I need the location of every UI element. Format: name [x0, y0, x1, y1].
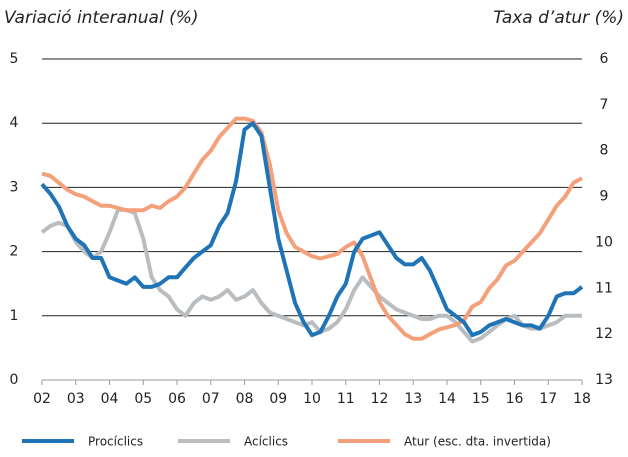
- x-tick-label: 03: [67, 391, 85, 407]
- x-tick-label: 04: [101, 391, 119, 407]
- y-tick-label: 4: [10, 115, 19, 131]
- y2-tick-label: 6: [600, 51, 609, 67]
- y2-tick-label: 12: [595, 326, 613, 342]
- x-tick-label: 10: [303, 391, 321, 407]
- legend-label: Procíclics: [88, 435, 143, 449]
- x-tick-label: 05: [134, 391, 152, 407]
- x-tick-label: 09: [269, 391, 287, 407]
- y-tick-label: 1: [10, 308, 19, 324]
- y-tick-label: 2: [10, 244, 19, 260]
- y2-tick-label: 7: [600, 97, 609, 113]
- right-axis-title: Taxa d’atur (%): [493, 8, 624, 28]
- y-tick-label: 0: [10, 372, 19, 388]
- x-tick-label: 17: [539, 391, 557, 407]
- x-tick-label: 06: [168, 391, 186, 407]
- legend-label: Acíclics: [244, 435, 288, 449]
- legend-label: Atur (esc. dta. invertida): [404, 435, 551, 449]
- x-tick-label: 11: [337, 391, 355, 407]
- x-tick-label: 02: [33, 391, 51, 407]
- x-tick-label: 18: [573, 391, 591, 407]
- y2-tick-label: 11: [595, 280, 613, 296]
- y2-tick-label: 9: [600, 189, 609, 205]
- x-tick-label: 07: [202, 391, 220, 407]
- x-tick-label: 15: [472, 391, 490, 407]
- x-tick-label: 12: [371, 391, 389, 407]
- y2-tick-label: 10: [595, 234, 613, 250]
- y-tick-label: 3: [10, 179, 19, 195]
- x-tick-label: 08: [236, 391, 254, 407]
- x-tick-label: 16: [506, 391, 524, 407]
- x-tick-label: 13: [404, 391, 422, 407]
- y2-tick-label: 8: [600, 143, 609, 159]
- left-axis-title: Variació interanual (%): [4, 8, 199, 28]
- y-tick-label: 5: [10, 51, 19, 67]
- series-line: [41, 116, 583, 341]
- x-tick-label: 14: [438, 391, 456, 407]
- y2-tick-label: 13: [595, 372, 613, 388]
- series-line: [40, 121, 584, 338]
